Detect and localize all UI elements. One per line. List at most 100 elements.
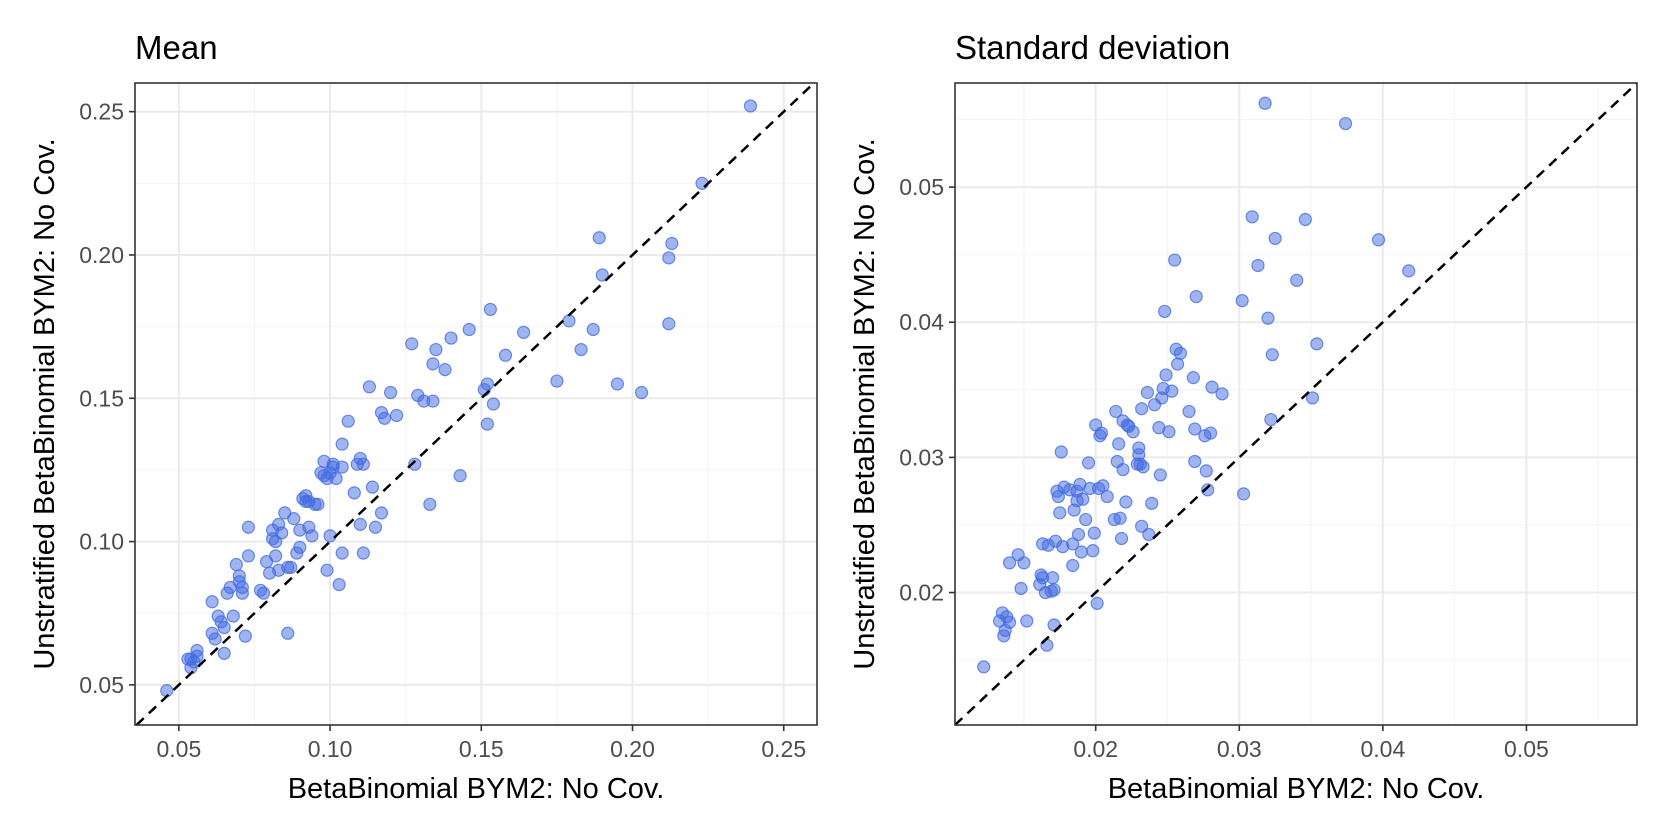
data-point: [592, 231, 606, 245]
identity-reference-line: [135, 83, 815, 725]
identity-reference-line: [955, 83, 1637, 725]
data-point: [320, 563, 334, 577]
data-point: [1159, 368, 1173, 382]
data-point: [241, 549, 256, 563]
data-point: [1002, 556, 1017, 570]
data-point: [1251, 258, 1265, 273]
data-point: [235, 580, 249, 595]
data-point: [1114, 531, 1129, 546]
x-tick-label: 0.04: [1360, 736, 1405, 762]
data-point: [377, 411, 392, 425]
data-point: [426, 394, 440, 408]
x-tick-label: 0.20: [610, 736, 655, 762]
data-point: [483, 302, 497, 317]
data-point: [1053, 506, 1067, 520]
data-point: [1153, 468, 1167, 482]
x-tick-label: 0.02: [1073, 736, 1118, 762]
data-point: [1020, 614, 1034, 628]
chart-title: Standard deviation: [955, 29, 1230, 66]
data-point: [1086, 544, 1100, 558]
data-point: [293, 540, 307, 554]
data-point: [1066, 537, 1080, 551]
data-point: [281, 626, 295, 640]
data-point: [1054, 445, 1068, 459]
data-point: [1071, 527, 1086, 542]
data-point: [1135, 402, 1149, 416]
data-point: [335, 460, 349, 474]
y-tick-label: 0.05: [79, 672, 124, 698]
data-point: [1145, 496, 1159, 510]
data-point: [1094, 426, 1109, 440]
data-point: [1235, 294, 1249, 308]
data-point: [1158, 304, 1172, 319]
data-point: [665, 236, 679, 251]
data-point: [498, 348, 513, 362]
data-point: [1268, 231, 1282, 246]
data-point: [1215, 387, 1229, 401]
data-point: [1165, 384, 1179, 398]
data-point: [329, 471, 343, 486]
data-point: [1081, 456, 1096, 470]
data-point: [562, 314, 576, 328]
data-point: [1258, 96, 1272, 110]
x-tick-label: 0.10: [308, 736, 353, 762]
data-point: [1112, 437, 1126, 451]
data-point: [1096, 479, 1110, 493]
data-point: [368, 520, 383, 534]
data-point: [217, 646, 231, 660]
data-point: [229, 557, 243, 572]
panel-standard-deviation: 0.02 0.03 0.04 0.05 0.02 0.03 0.04 0.05 Standard…: [849, 29, 1638, 805]
data-point: [462, 322, 476, 337]
data-point: [610, 377, 624, 391]
data-point: [1199, 464, 1213, 478]
x-tick-label: 0.05: [156, 736, 201, 762]
data-point: [1170, 357, 1185, 371]
data-point: [1002, 615, 1017, 629]
data-point: [238, 629, 252, 643]
data-point: [362, 380, 376, 394]
data-point: [323, 529, 337, 543]
data-point: [634, 385, 649, 400]
panel-border: [954, 82, 1638, 726]
data-point: [408, 457, 422, 471]
y-tick-label: 0.03: [899, 444, 944, 470]
data-point: [1087, 526, 1101, 540]
data-point: [241, 520, 256, 534]
data-point: [1201, 483, 1215, 497]
data-point: [574, 342, 588, 357]
data-point: [1189, 289, 1203, 304]
data-point: [269, 549, 283, 563]
data-point: [1186, 371, 1200, 385]
data-point: [365, 480, 380, 494]
data-point: [595, 268, 609, 282]
data-point: [1305, 391, 1320, 405]
data-point: [429, 342, 443, 357]
data-point: [341, 414, 355, 428]
chart-title: Mean: [135, 29, 218, 66]
panel-mean: 0.05 0.10 0.15 0.20 0.25 0.05 0.10 0.15 0.20 0.25…: [29, 29, 818, 805]
data-point: [1236, 487, 1251, 501]
data-point: [1162, 425, 1176, 439]
data-point: [256, 586, 271, 600]
data-point: [275, 526, 289, 540]
data-point: [662, 251, 676, 265]
data-point: [1047, 583, 1061, 597]
data-point: [1338, 116, 1353, 131]
panel-border: [134, 82, 818, 726]
x-tick-label: 0.15: [459, 736, 504, 762]
data-point: [695, 176, 709, 190]
data-points: [955, 83, 1637, 725]
data-point: [480, 377, 494, 391]
data-point: [1402, 264, 1416, 278]
data-point: [1135, 519, 1149, 533]
data-point: [423, 497, 437, 511]
data-point: [1074, 545, 1088, 559]
data-point: [453, 469, 467, 483]
data-point: [480, 417, 494, 431]
data-point: [1076, 492, 1090, 506]
data-point: [1116, 462, 1130, 477]
data-point: [1265, 348, 1279, 362]
data-point: [311, 497, 325, 511]
data-point: [1113, 511, 1127, 525]
data-point: [335, 546, 349, 560]
